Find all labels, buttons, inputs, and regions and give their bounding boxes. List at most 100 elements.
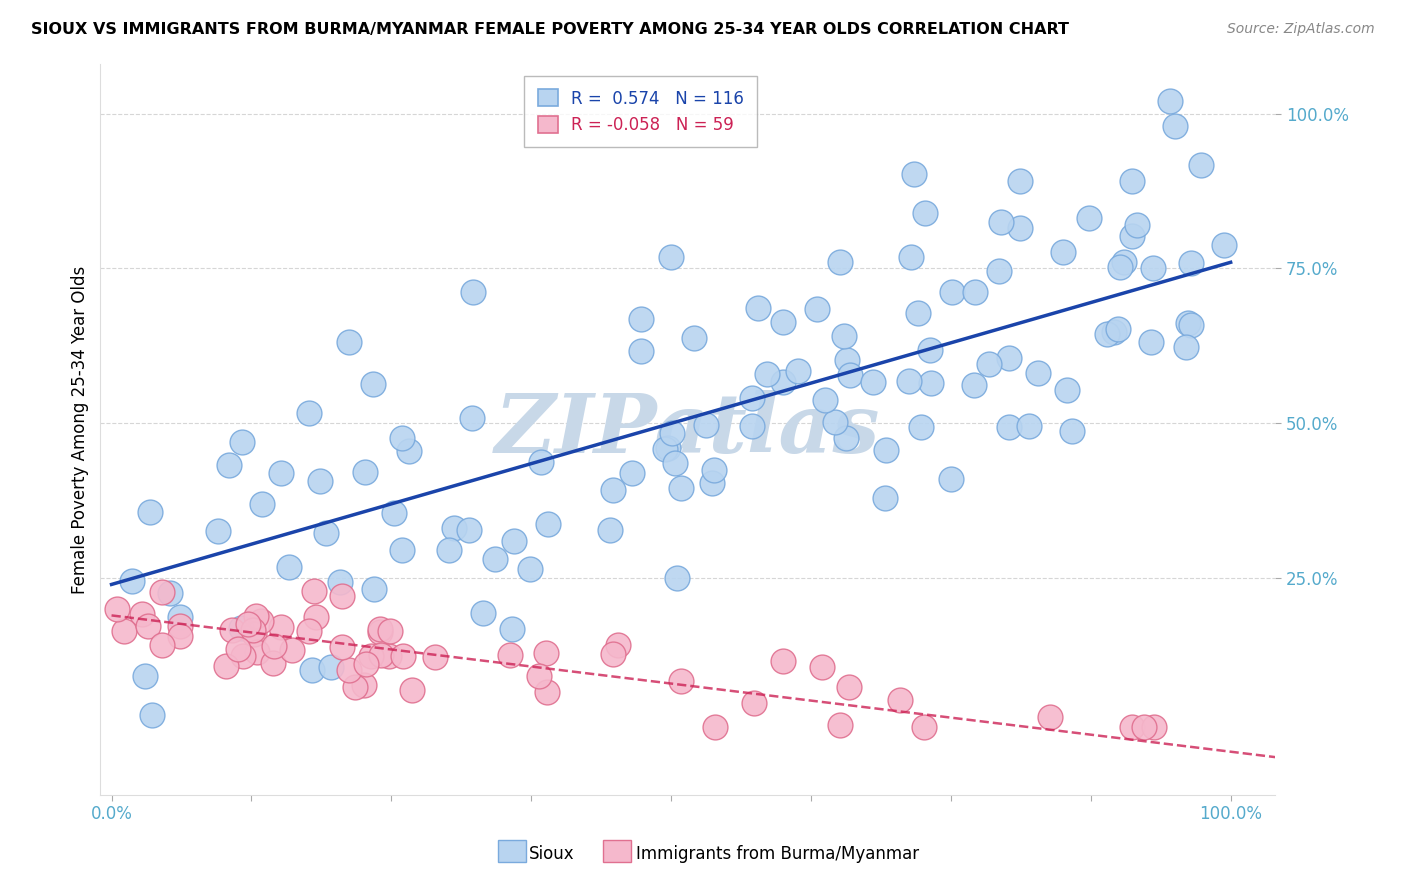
Point	[741, 391, 763, 405]
Point	[704, 720, 727, 734]
Point	[606, 638, 628, 652]
Point	[987, 264, 1010, 278]
Point	[963, 285, 986, 299]
Point	[665, 571, 688, 585]
Point	[315, 525, 337, 540]
Point	[1010, 174, 1032, 188]
Point	[1140, 334, 1163, 349]
Point	[1008, 221, 1031, 235]
Point	[914, 206, 936, 220]
Point	[599, 523, 621, 537]
Point	[1213, 238, 1236, 252]
Point	[1018, 419, 1040, 434]
Point	[107, 602, 129, 616]
Point	[1177, 317, 1199, 331]
Point	[139, 505, 162, 519]
Point	[1125, 218, 1147, 232]
Point	[839, 368, 862, 382]
Point	[897, 374, 920, 388]
Point	[391, 543, 413, 558]
Point	[229, 621, 252, 635]
Point	[990, 215, 1012, 229]
Point	[150, 584, 173, 599]
Point	[1078, 211, 1101, 225]
Text: Sioux: Sioux	[529, 845, 574, 863]
Point	[756, 367, 779, 381]
Point	[814, 393, 837, 408]
Point	[941, 285, 963, 299]
Point	[824, 415, 846, 429]
Point	[370, 648, 392, 662]
Point	[242, 623, 264, 637]
Point	[112, 624, 135, 639]
Point	[536, 685, 558, 699]
Point	[695, 418, 717, 433]
Text: Source: ZipAtlas.com: Source: ZipAtlas.com	[1227, 22, 1375, 37]
Point	[832, 329, 855, 343]
Point	[620, 466, 643, 480]
Text: Immigrants from Burma/Myanmar: Immigrants from Burma/Myanmar	[636, 845, 918, 863]
Point	[363, 582, 385, 596]
Point	[873, 491, 896, 505]
Point	[997, 351, 1019, 365]
Point	[221, 623, 243, 637]
Point	[319, 660, 342, 674]
Point	[862, 375, 884, 389]
Point	[1189, 158, 1212, 172]
Point	[391, 431, 413, 445]
Point	[344, 681, 367, 695]
Point	[977, 357, 1000, 371]
Point	[602, 483, 624, 498]
Point	[602, 647, 624, 661]
Point	[1180, 318, 1202, 332]
Point	[207, 524, 229, 538]
Point	[226, 641, 249, 656]
Point	[169, 619, 191, 633]
Point	[903, 167, 925, 181]
Point	[423, 649, 446, 664]
Point	[1104, 325, 1126, 339]
Point	[337, 664, 360, 678]
Point	[309, 474, 332, 488]
Point	[1142, 261, 1164, 276]
Point	[657, 441, 679, 455]
Point	[499, 648, 522, 662]
Point	[1060, 424, 1083, 438]
Point	[245, 609, 267, 624]
Point	[912, 720, 935, 734]
Point	[458, 523, 481, 537]
Point	[835, 431, 858, 445]
Point	[659, 250, 682, 264]
Point	[301, 663, 323, 677]
Point	[920, 376, 942, 391]
Point	[683, 331, 706, 345]
Point	[536, 647, 558, 661]
Point	[918, 343, 941, 358]
Point	[361, 377, 384, 392]
Point	[503, 534, 526, 549]
Point	[231, 435, 253, 450]
Point	[298, 624, 321, 638]
Point	[134, 669, 156, 683]
Point	[169, 629, 191, 643]
Point	[1112, 255, 1135, 269]
Point	[772, 654, 794, 668]
Point	[939, 471, 962, 485]
Point	[811, 660, 834, 674]
Point	[1121, 720, 1143, 734]
Point	[250, 497, 273, 511]
Point	[772, 375, 794, 389]
Point	[519, 562, 541, 576]
Point	[1052, 244, 1074, 259]
Point	[530, 455, 553, 469]
Point	[835, 352, 858, 367]
Point	[828, 255, 851, 269]
Point	[661, 426, 683, 441]
Point	[304, 583, 326, 598]
Point	[1056, 383, 1078, 397]
Point	[742, 696, 765, 710]
Point	[249, 614, 271, 628]
Point	[354, 657, 377, 671]
Point	[806, 301, 828, 316]
Point	[337, 335, 360, 350]
